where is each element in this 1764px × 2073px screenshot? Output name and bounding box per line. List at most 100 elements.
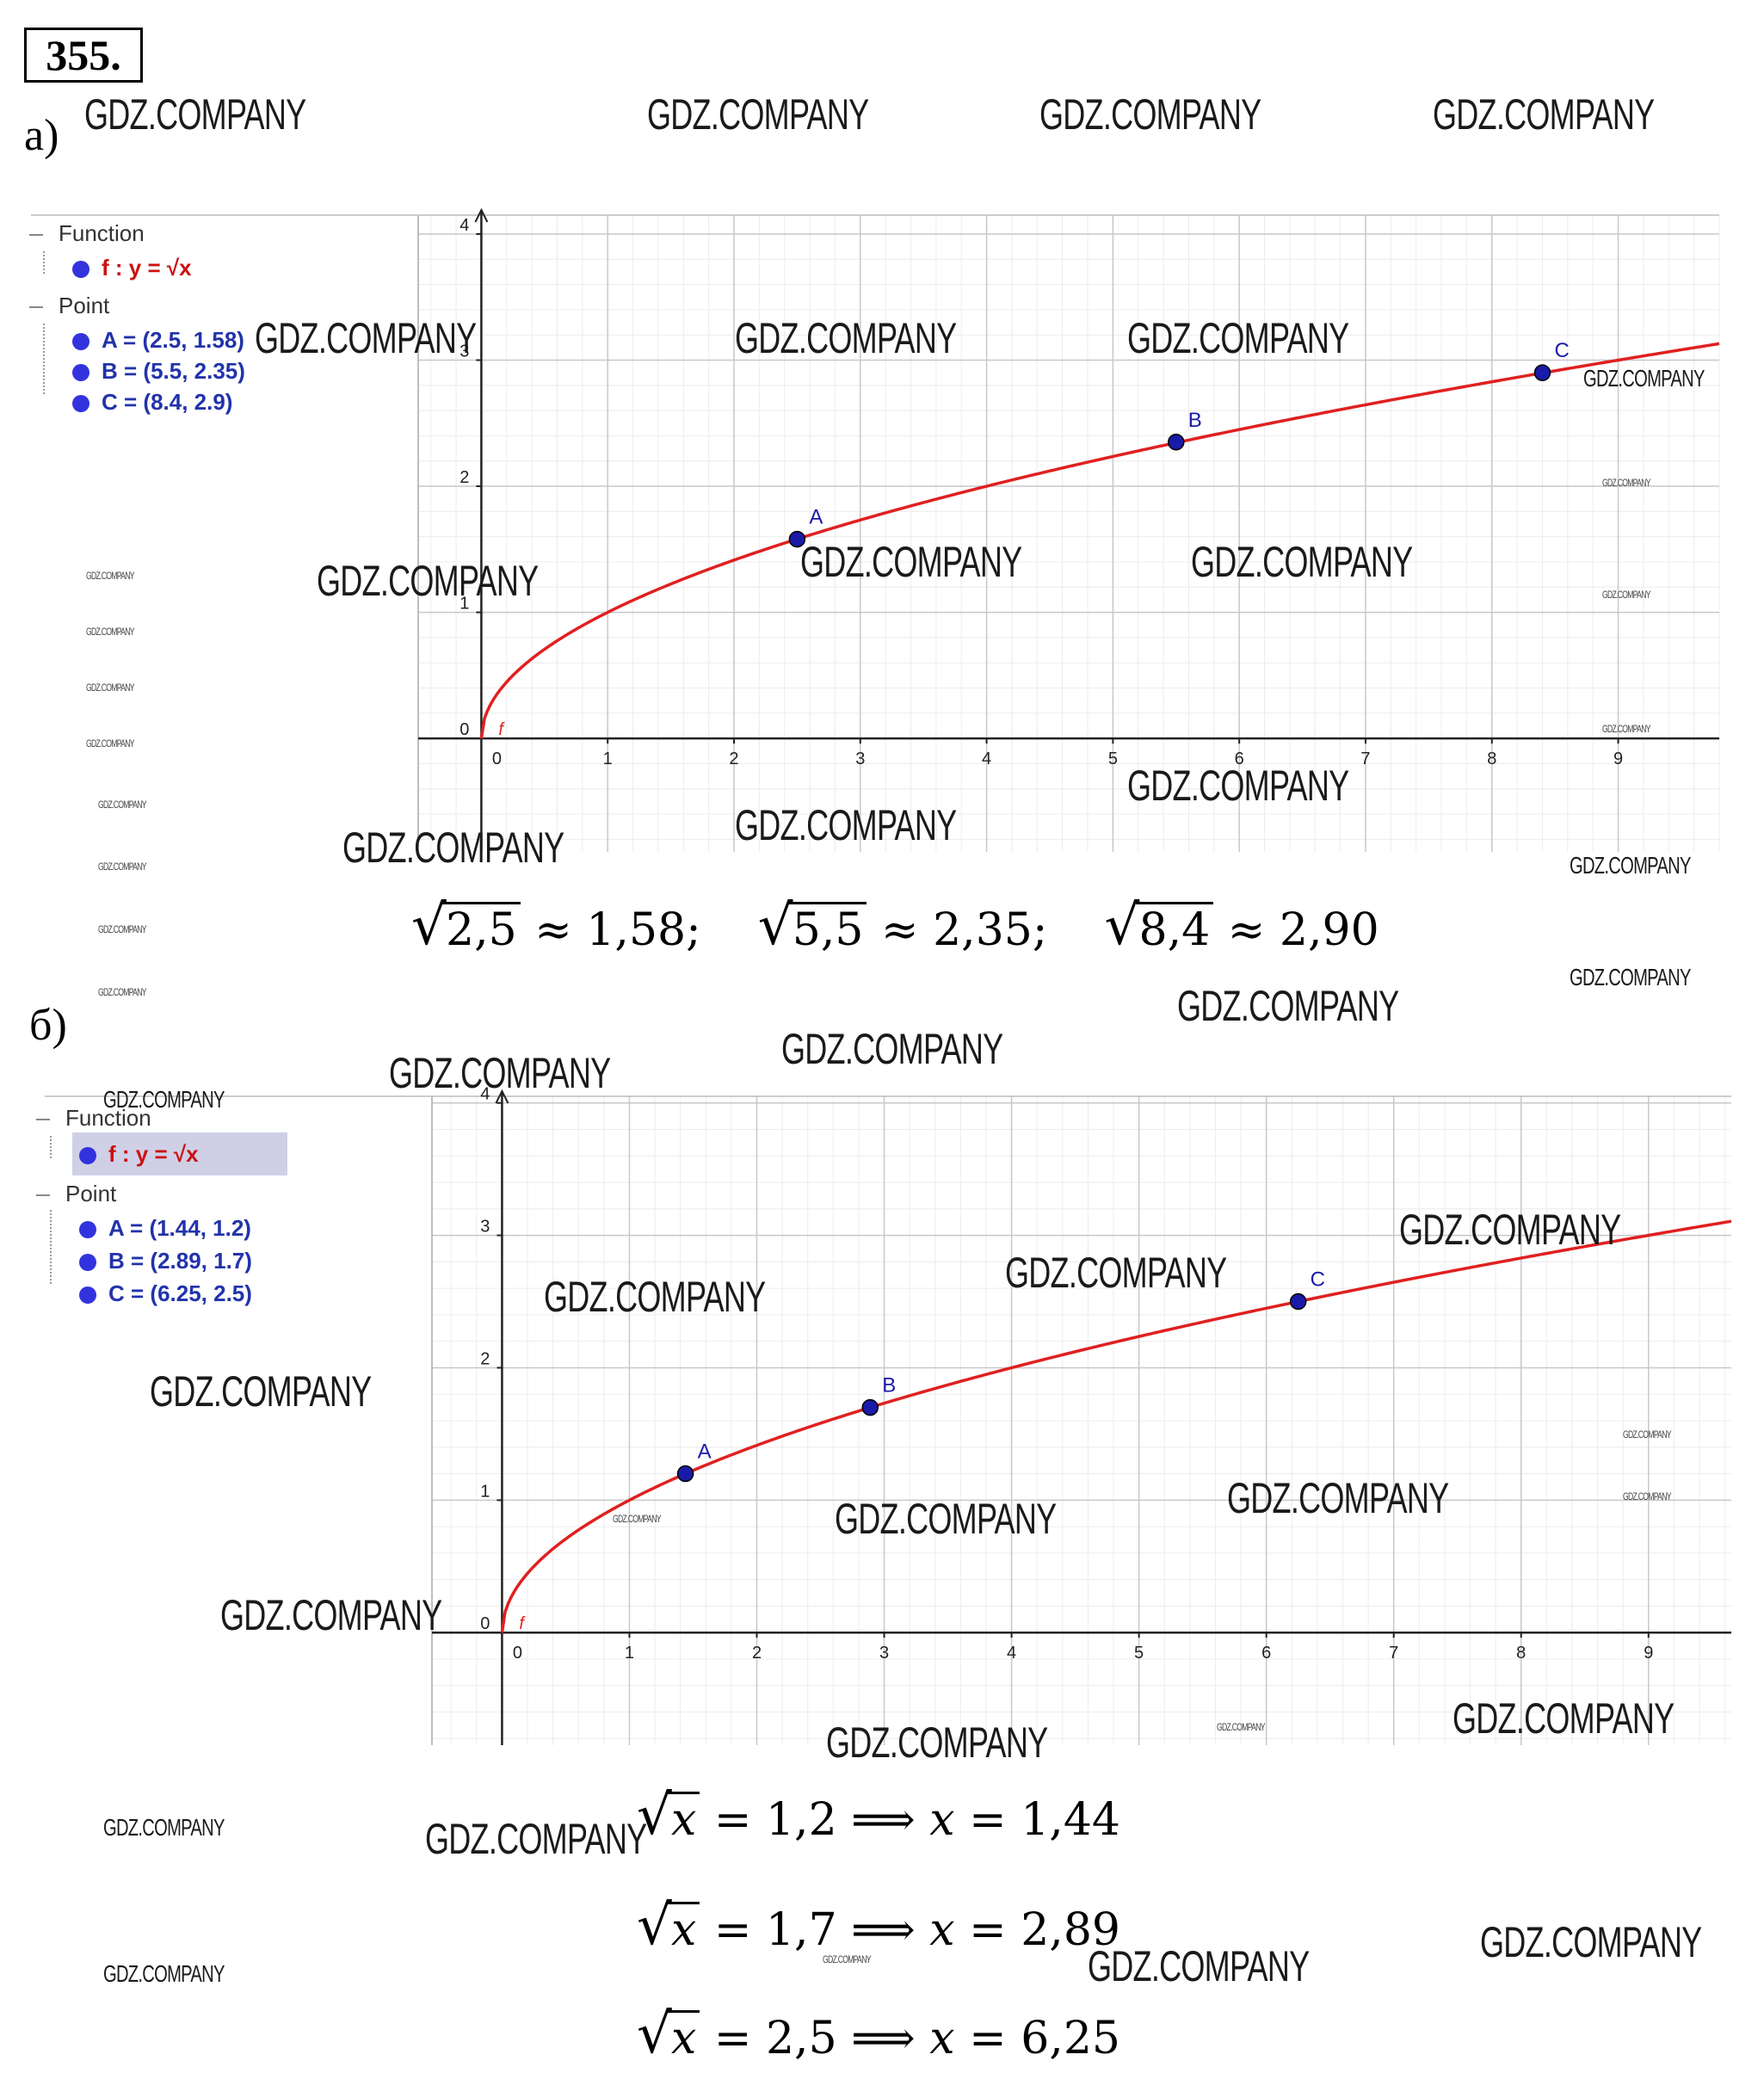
watermark-text: GDZ.COMPANY bbox=[84, 90, 306, 139]
point-label: B = (2.89, 1.7) bbox=[108, 1248, 252, 1274]
equation-result: = 6,25 bbox=[954, 2013, 1121, 2064]
visibility-dot-icon[interactable] bbox=[79, 1286, 96, 1305]
x-tick-label: 5 bbox=[1108, 750, 1118, 768]
point-B bbox=[1168, 434, 1185, 451]
point-C bbox=[1289, 1293, 1307, 1311]
y-tick-label: 2 bbox=[480, 1349, 490, 1368]
visibility-dot-icon[interactable] bbox=[79, 1147, 96, 1165]
point-item-a-B[interactable]: B = (5.5, 2.35) bbox=[72, 358, 245, 385]
watermark-text: GDZ.COMPANY bbox=[1570, 964, 1691, 990]
collapse-icon[interactable] bbox=[29, 234, 43, 237]
x-tick-label: 9 bbox=[1613, 750, 1623, 768]
watermark-text: GDZ.COMPANY bbox=[342, 824, 564, 872]
point-label: A = (1.44, 1.2) bbox=[108, 1215, 251, 1241]
watermark-text: GDZ.COMPANY bbox=[1480, 1918, 1702, 1966]
collapse-icon[interactable] bbox=[36, 1119, 50, 1121]
point-label-A: A bbox=[698, 1441, 712, 1464]
function-item-b[interactable]: f : y = √x bbox=[79, 1141, 199, 1168]
function-group-a[interactable]: Function bbox=[29, 220, 145, 247]
variable: x bbox=[671, 2013, 697, 2064]
function-item-a[interactable]: f : y = √x bbox=[72, 255, 192, 281]
point-header: Point bbox=[65, 1181, 117, 1206]
function-curve bbox=[479, 342, 1720, 739]
point-item-b-B[interactable]: B = (2.89, 1.7) bbox=[79, 1248, 252, 1274]
equations-a: √ 2,5 ≈ 1,58; √ 5,5 ≈ 2,35; √ 8,4 ≈ 2,90 bbox=[411, 898, 1379, 956]
x-tick-label: 3 bbox=[879, 1644, 889, 1663]
x-tick-label: 0 bbox=[492, 750, 502, 768]
variable: x bbox=[929, 1794, 955, 1846]
point-label-B: B bbox=[1188, 409, 1202, 432]
approx-value: ≈ 1,58; bbox=[534, 904, 701, 956]
function-group-b[interactable]: Function bbox=[36, 1105, 151, 1132]
x-tick-label: 3 bbox=[855, 750, 865, 768]
x-tick-label: 6 bbox=[1261, 1644, 1271, 1663]
watermark-text: GDZ.COMPANY bbox=[220, 1591, 442, 1639]
variable: x bbox=[671, 1794, 697, 1846]
watermark-text: GDZ.COMPANY bbox=[150, 1367, 372, 1416]
watermark-text: GDZ.COMPANY bbox=[86, 570, 134, 582]
x-tick-label: 8 bbox=[1516, 1644, 1526, 1663]
x-tick-label: 1 bbox=[603, 750, 613, 768]
y-tick-label: 2 bbox=[460, 468, 469, 487]
problem-number: 355. bbox=[24, 28, 143, 83]
approx-value: ≈ 2,35; bbox=[881, 904, 1048, 956]
collapse-icon[interactable] bbox=[29, 306, 43, 309]
watermark-text: GDZ.COMPANY bbox=[1433, 90, 1655, 139]
sqrt-expression: √ 5,5 bbox=[758, 898, 867, 956]
plot-area: 0 1 2 3 4 5 6 7 8 9 0 1 2 3 4 f A B C bbox=[31, 207, 1720, 852]
point-label-B: B bbox=[882, 1374, 896, 1397]
watermark-text: GDZ.COMPANY bbox=[317, 557, 539, 605]
radicand: 5,5 bbox=[788, 902, 867, 956]
point-item-b-A[interactable]: A = (1.44, 1.2) bbox=[79, 1215, 251, 1242]
x-tick-label: 4 bbox=[1007, 1644, 1016, 1663]
point-group-a[interactable]: Point bbox=[29, 293, 109, 319]
watermark-text: GDZ.COMPANY bbox=[835, 1495, 1057, 1543]
sqrt-expression: √ 2,5 bbox=[411, 898, 521, 956]
point-group-b[interactable]: Point bbox=[36, 1181, 116, 1207]
watermark-text: GDZ.COMPANY bbox=[1453, 1694, 1675, 1743]
watermark-text: GDZ.COMPANY bbox=[98, 799, 146, 811]
equation-result: = 2,89 bbox=[954, 1904, 1121, 1956]
visibility-dot-icon[interactable] bbox=[72, 261, 89, 279]
algebra-panel-a: Function f : y = √x Point A = (2.5, 1.58… bbox=[29, 215, 408, 422]
visibility-dot-icon[interactable] bbox=[72, 364, 89, 382]
y-tick-label: 0 bbox=[480, 1614, 490, 1633]
x-tick-label: 6 bbox=[1235, 750, 1244, 768]
function-label: f bbox=[498, 720, 505, 739]
watermark-text: GDZ.COMPANY bbox=[1039, 90, 1261, 139]
visibility-dot-icon[interactable] bbox=[79, 1221, 96, 1239]
watermark-text: GDZ.COMPANY bbox=[544, 1273, 766, 1321]
radicand: 2,5 bbox=[442, 902, 521, 956]
watermark-text: GDZ.COMPANY bbox=[425, 1815, 647, 1863]
x-tick-label: 5 bbox=[1134, 1644, 1144, 1663]
function-label: f : y = √x bbox=[102, 255, 192, 281]
point-item-b-C[interactable]: C = (6.25, 2.5) bbox=[79, 1280, 252, 1307]
point-item-a-C[interactable]: C = (8.4, 2.9) bbox=[72, 389, 232, 416]
equation-b-2: √ x = 1,7 ⟹ x = 2,89 bbox=[637, 1894, 1121, 1958]
x-tick-label: 2 bbox=[729, 750, 738, 768]
point-item-a-A[interactable]: A = (2.5, 1.58) bbox=[72, 327, 244, 354]
point-C bbox=[1533, 364, 1551, 381]
watermark-text: GDZ.COMPANY bbox=[1127, 762, 1349, 810]
x-tick-label: 2 bbox=[752, 1644, 762, 1663]
visibility-dot-icon[interactable] bbox=[79, 1254, 96, 1272]
watermark-text: GDZ.COMPANY bbox=[735, 801, 957, 849]
watermark-text: GDZ.COMPANY bbox=[103, 1814, 225, 1841]
variable: x bbox=[671, 1904, 697, 1956]
x-tick-label: 1 bbox=[625, 1644, 634, 1663]
watermark-text: GDZ.COMPANY bbox=[255, 314, 477, 362]
watermark-text: GDZ.COMPANY bbox=[1227, 1474, 1449, 1522]
function-curve bbox=[500, 1219, 1732, 1633]
y-tick-label: 1 bbox=[480, 1482, 490, 1501]
y-tick-label: 4 bbox=[460, 216, 469, 235]
watermark-text: GDZ.COMPANY bbox=[1191, 538, 1413, 586]
watermark-text: GDZ.COMPANY bbox=[98, 923, 146, 935]
point-label: B = (5.5, 2.35) bbox=[102, 358, 245, 384]
y-tick-label: 0 bbox=[460, 720, 469, 739]
visibility-dot-icon[interactable] bbox=[72, 395, 89, 413]
watermark-text: GDZ.COMPANY bbox=[781, 1025, 1003, 1073]
part-b-label: б) bbox=[29, 1001, 67, 1050]
collapse-icon[interactable] bbox=[36, 1194, 50, 1197]
visibility-dot-icon[interactable] bbox=[72, 333, 89, 351]
